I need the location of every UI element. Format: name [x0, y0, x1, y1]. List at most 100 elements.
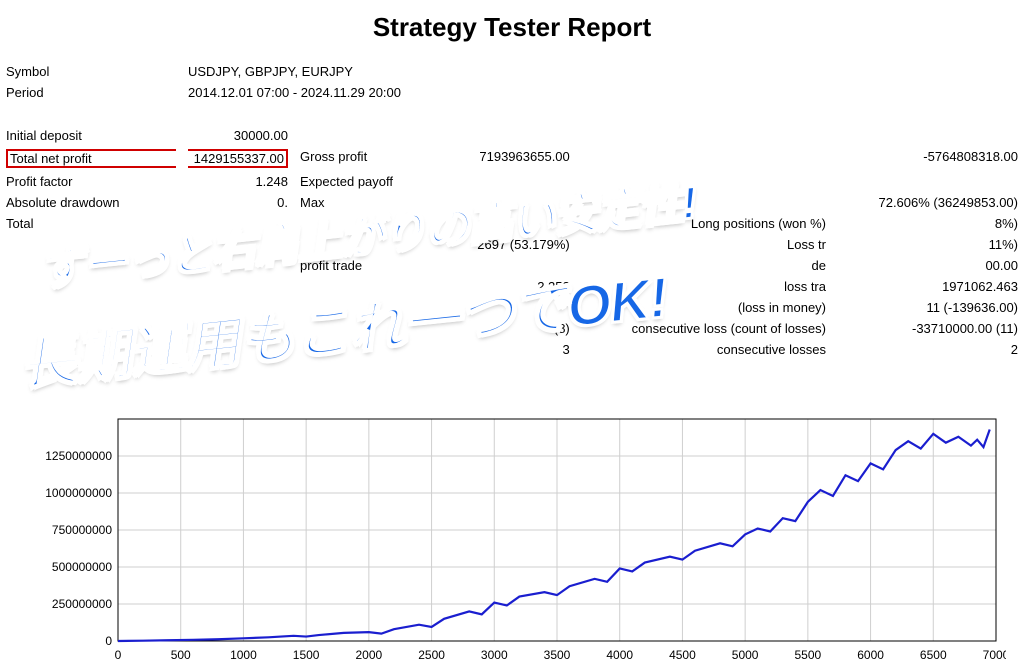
stat-value-2: 2697 (53.179%): [446, 234, 576, 255]
stat-label-2: profit trade: [294, 255, 446, 276]
stat-label-2: Gross profit: [294, 146, 446, 171]
stat-label: [0, 276, 182, 297]
stat-value-3: 11 (-139636.00): [832, 297, 1024, 318]
stat-value-2: [446, 213, 576, 234]
x-tick-label: 0: [115, 648, 122, 662]
stat-row: Profit factor1.248Expected payoff: [0, 171, 1024, 192]
stat-label: [0, 297, 182, 318]
stat-value: 0.: [182, 192, 294, 213]
x-tick-label: 2000: [356, 648, 383, 662]
stat-row: Absolute drawdown0.Max 72.606% (36249853.…: [0, 192, 1024, 213]
symbol-value: USDJPY, GBPJPY, EURJPY: [182, 61, 1024, 82]
stat-value: 1429155337.00: [182, 146, 294, 171]
x-tick-label: 4000: [606, 648, 633, 662]
stat-value-3: -5764808318.00: [832, 146, 1024, 171]
stat-value: [182, 318, 294, 339]
stat-label-2: Max: [294, 192, 446, 213]
x-tick-label: 1000: [230, 648, 257, 662]
symbol-label: Symbol: [0, 61, 182, 82]
stat-label-3: consecutive loss (count of losses): [576, 318, 832, 339]
stat-label-3: [576, 125, 832, 146]
stat-row: 2697 (53.179%)Loss tr11%): [0, 234, 1024, 255]
stat-value-3: 8%): [832, 213, 1024, 234]
equity-chart: 0 250000000 500000000 750000000 1000000000 12…: [18, 409, 1006, 669]
stat-row: 2.252loss tra1971062.463: [0, 276, 1024, 297]
stat-label-3: [576, 146, 832, 171]
stat-value-3: -33710000.00 (11): [832, 318, 1024, 339]
stat-label-2: [294, 234, 446, 255]
stat-value: [182, 255, 294, 276]
stat-label-3: Long positions (won %): [576, 213, 832, 234]
stat-label: [0, 339, 182, 360]
stat-label-2: [294, 318, 446, 339]
stat-label-2: [294, 339, 446, 360]
stat-label-2: Expected payoff: [294, 171, 446, 192]
spacer: [0, 103, 1024, 125]
stat-value-2: 3: [446, 339, 576, 360]
stat-value-3: 2: [832, 339, 1024, 360]
y-tick-label: 250000000: [52, 597, 112, 611]
stat-value-3: 72.606% (36249853.00): [832, 192, 1024, 213]
x-tick-label: 6500: [920, 648, 947, 662]
stat-label-2: [294, 213, 446, 234]
stat-value-3: 1971062.463: [832, 276, 1024, 297]
stat-label: Absolute drawdown: [0, 192, 182, 213]
x-tick-label: 3500: [544, 648, 571, 662]
stat-row: Initial deposit30000.00: [0, 125, 1024, 146]
report-title: Strategy Tester Report: [0, 0, 1024, 61]
stat-value-2: [446, 255, 576, 276]
stat-row: (8)consecutive loss (count of losses)-33…: [0, 318, 1024, 339]
stat-label-3: consecutive losses: [576, 339, 832, 360]
stat-row: Total net profit1429155337.00Gross profi…: [0, 146, 1024, 171]
stat-value: [182, 234, 294, 255]
stat-value: [182, 339, 294, 360]
stat-label: Total net profit: [0, 146, 182, 171]
stat-label: [0, 318, 182, 339]
stat-label-2: [294, 297, 446, 318]
x-tick-label: 500: [171, 648, 191, 662]
meta-table: Symbol USDJPY, GBPJPY, EURJPY Period 201…: [0, 61, 1024, 360]
stat-label-3: (loss in money): [576, 297, 832, 318]
stat-value-3: 00.00: [832, 255, 1024, 276]
stat-value-2: (8): [446, 318, 576, 339]
x-tick-label: 1500: [293, 648, 320, 662]
stat-value-3: [832, 171, 1024, 192]
stat-value-2: [446, 297, 576, 318]
equity-line: [118, 430, 990, 641]
stat-label: [0, 255, 182, 276]
y-tick-label: 1000000000: [45, 486, 112, 500]
stat-value: 1.248: [182, 171, 294, 192]
stat-label: [0, 234, 182, 255]
stat-value-2: 2.252: [446, 276, 576, 297]
x-tick-label: 6000: [857, 648, 884, 662]
stat-row: Total Long positions (won %)8%): [0, 213, 1024, 234]
stat-label: Total: [0, 213, 182, 234]
stat-value: [182, 213, 294, 234]
stat-label-3: [576, 192, 832, 213]
x-tick-label: 3000: [481, 648, 508, 662]
stat-value-2: [446, 192, 576, 213]
stat-label-2: [294, 125, 446, 146]
stat-row: 3consecutive losses2: [0, 339, 1024, 360]
report-page: { "title": "Strategy Tester Report", "me…: [0, 0, 1024, 669]
stat-value-3: 11%): [832, 234, 1024, 255]
stat-label: Initial deposit: [0, 125, 182, 146]
stat-value: 30000.00: [182, 125, 294, 146]
period-label: Period: [0, 82, 182, 103]
stat-value: [182, 276, 294, 297]
stat-label: Profit factor: [0, 171, 182, 192]
x-tick-label: 5500: [795, 648, 822, 662]
x-tick-label: 2500: [418, 648, 445, 662]
stat-label-3: Loss tr: [576, 234, 832, 255]
stat-value-2: 7193963655.00: [446, 146, 576, 171]
y-tick-label: 0: [105, 634, 112, 648]
stat-value: [182, 297, 294, 318]
x-tick-label: 7000: [983, 648, 1006, 662]
stat-label-3: loss tra: [576, 276, 832, 297]
stat-label-3: [576, 171, 832, 192]
stat-value-3: [832, 125, 1024, 146]
y-tick-label: 750000000: [52, 523, 112, 537]
period-value: 2014.12.01 07:00 - 2024.11.29 20:00: [182, 82, 1024, 103]
y-tick-label: 1250000000: [45, 449, 112, 463]
y-tick-label: 500000000: [52, 560, 112, 574]
